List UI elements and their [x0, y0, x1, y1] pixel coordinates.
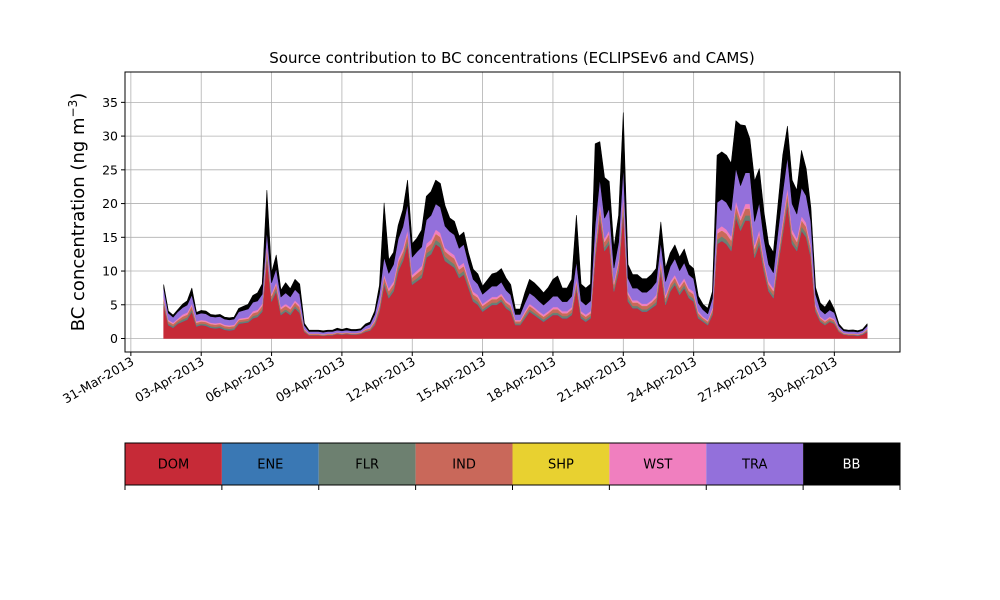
y-tick-label: 0 — [110, 331, 118, 346]
x-tick-label: 21-Apr-2013 — [554, 354, 628, 406]
legend-swatch-ene — [221, 443, 319, 485]
legend-label-shp: SHP — [548, 458, 574, 473]
plot-frame — [124, 71, 901, 353]
x-tick-label: 27-Apr-2013 — [695, 354, 769, 406]
y-tick-label: 20 — [102, 196, 118, 211]
y-axis-label: BC concentration (ng m−3) — [66, 93, 89, 332]
y-tick-label: 5 — [110, 297, 118, 312]
legend-label-dom: DOM — [158, 458, 189, 473]
legend-label-wst: WST — [643, 458, 672, 473]
legend-label-ene: ENE — [257, 458, 283, 473]
y-tick-label: 10 — [102, 264, 118, 279]
series-area-bb — [163, 112, 868, 333]
x-tick-label: 06-Apr-2013 — [203, 354, 277, 406]
legend-swatch-tra — [706, 443, 804, 485]
legend-swatch-shp — [512, 443, 610, 485]
y-axis-label-close: ) — [68, 93, 89, 100]
x-tick-label: 31-Mar-2013 — [60, 354, 136, 407]
x-tick-label: 12-Apr-2013 — [343, 354, 417, 406]
y-axis-label-superscript: −3 — [66, 100, 80, 118]
x-axis: 31-Mar-201303-Apr-201306-Apr-201309-Apr-… — [60, 352, 840, 406]
x-tick-label: 30-Apr-2013 — [765, 354, 839, 406]
legend-swatch-dom — [125, 443, 222, 485]
y-tick-label: 15 — [102, 230, 118, 245]
legend-label-tra: TRA — [741, 458, 767, 473]
x-tick-label: 24-Apr-2013 — [625, 354, 699, 406]
legend-label-ind: IND — [452, 458, 476, 473]
x-tick-label: 03-Apr-2013 — [132, 354, 206, 406]
legend-swatch-bb — [803, 443, 900, 485]
y-tick-label: 35 — [102, 95, 118, 110]
legend-colorbar: DOM ENE FLR IND SHP WST TRA BB — [124, 442, 901, 490]
chart-title: Source contribution to BC concentrations… — [269, 49, 754, 67]
legend-swatch-wst — [609, 443, 707, 485]
x-tick-label: 15-Apr-2013 — [414, 354, 488, 406]
x-tick-label: 18-Apr-2013 — [484, 354, 558, 406]
legend-swatch-flr — [318, 443, 416, 485]
y-axis: 0 5 10 15 20 25 30 35 — [102, 95, 125, 346]
legend-label-bb: BB — [843, 458, 861, 473]
legend-label-flr: FLR — [355, 458, 379, 473]
y-axis-label-main: BC concentration (ng m — [68, 117, 89, 331]
stacked-areas — [163, 112, 868, 339]
legend-swatch-ind — [415, 443, 513, 485]
x-tick-label: 09-Apr-2013 — [273, 354, 347, 406]
y-tick-label: 30 — [102, 129, 118, 144]
y-tick-label: 25 — [102, 162, 118, 177]
